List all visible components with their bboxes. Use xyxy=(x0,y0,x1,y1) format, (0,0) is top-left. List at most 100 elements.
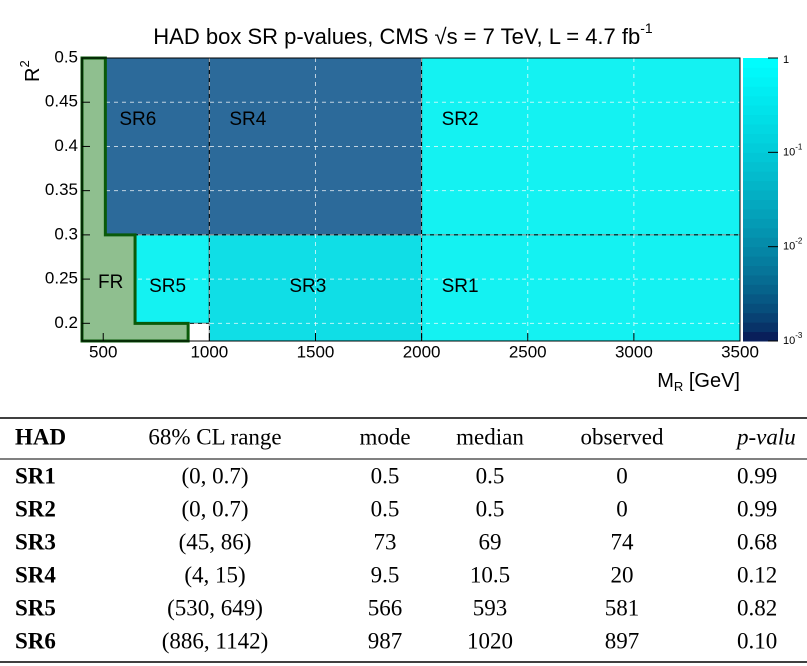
y-tick-label: 0.4 xyxy=(54,136,78,155)
colorbar-tick-label: 10-1 xyxy=(783,142,803,158)
colorbar-label: 10 xyxy=(783,241,795,253)
table-cell: 0.5 xyxy=(371,463,400,488)
colorbar-band xyxy=(743,95,778,106)
colorbar-label: 10 xyxy=(783,146,795,158)
y-tick-label: 0.5 xyxy=(54,47,78,66)
y-tick-label: 0.3 xyxy=(54,224,78,243)
y-tick-label: 0.45 xyxy=(45,92,78,111)
table-cell: (0, 0.7) xyxy=(181,463,248,488)
colorbar-band xyxy=(743,218,778,229)
colorbar-label: 10 xyxy=(783,335,795,347)
y-tick-label: 0.35 xyxy=(45,180,78,199)
colorbar-band xyxy=(743,152,778,163)
colorbar-band xyxy=(743,114,778,125)
region-label: SR5 xyxy=(149,276,186,297)
colorbar-band xyxy=(743,293,778,304)
table-cell: 0.68 xyxy=(737,529,777,554)
table-cell: 0.82 xyxy=(737,595,777,620)
plot-frame xyxy=(81,57,741,342)
x-tick-label: 500 xyxy=(89,342,117,361)
colorbar-label: 1 xyxy=(783,54,789,66)
colorbar-band xyxy=(743,67,778,78)
colorbar-band xyxy=(743,180,778,191)
colorbar-band xyxy=(743,105,778,116)
colorbar-label-sup: -1 xyxy=(795,142,803,151)
table-cell: 581 xyxy=(605,595,640,620)
table-header: mode xyxy=(359,424,410,449)
colorbar-band xyxy=(743,190,778,200)
y-tick-label: 0.2 xyxy=(54,313,78,332)
colorbar-band xyxy=(743,227,778,238)
table-cell: 0.5 xyxy=(476,496,505,521)
colorbar-band xyxy=(743,237,778,248)
x-label-main: M xyxy=(657,370,674,392)
table-cell: 0.5 xyxy=(476,463,505,488)
table-cell: 20 xyxy=(611,562,634,587)
table-cell: 0 xyxy=(616,496,628,521)
table-cell: SR2 xyxy=(15,496,56,521)
table-cell: (45, 86) xyxy=(179,529,252,554)
table-cell: 0.99 xyxy=(737,463,777,488)
colorbar-band xyxy=(743,76,778,87)
colorbar-band xyxy=(743,274,778,285)
chart-title: HAD box SR p-values, CMS √s = 7 TeV, L =… xyxy=(153,20,653,49)
x-label-rest: [GeV] xyxy=(683,370,740,392)
table-cell: 0.10 xyxy=(737,628,777,653)
colorbar-band xyxy=(743,161,778,172)
table-cell: (886, 1142) xyxy=(162,628,268,653)
table-header: observed xyxy=(580,424,664,449)
colorbar-band xyxy=(743,86,778,97)
table-cell: 593 xyxy=(473,595,508,620)
table-header: median xyxy=(456,424,524,449)
y-axis-label: R2 xyxy=(17,60,44,82)
region-label: SR3 xyxy=(289,276,326,297)
x-tick-label: 1000 xyxy=(190,342,228,361)
colorbar-tick-label: 10-2 xyxy=(783,237,803,253)
colorbar-band xyxy=(743,208,778,219)
table-cell: (0, 0.7) xyxy=(181,496,248,521)
x-label-sub: R xyxy=(674,379,683,394)
table-header: HAD xyxy=(15,424,66,449)
x-axis-label: MR [GeV] xyxy=(657,370,740,394)
table-cell: 897 xyxy=(605,628,640,653)
table-cell: SR3 xyxy=(15,529,56,554)
x-tick-label: 1500 xyxy=(297,342,335,361)
table-cell: 1020 xyxy=(467,628,513,653)
title-sup: -1 xyxy=(640,20,653,36)
colorbar-band xyxy=(743,124,778,134)
x-tick-label: 2000 xyxy=(403,342,441,361)
colorbar-band xyxy=(743,312,778,323)
colorbar-tick-label: 1 xyxy=(783,54,789,66)
region-label: FR xyxy=(98,272,123,293)
table-cell: SR4 xyxy=(15,562,56,587)
x-tick-label: 2500 xyxy=(509,342,547,361)
x-tick-label: 3000 xyxy=(615,342,653,361)
y-tick-label: 0.25 xyxy=(45,269,78,288)
region-label: SR4 xyxy=(229,109,266,130)
colorbar-band xyxy=(743,331,778,342)
table-cell: 0.12 xyxy=(737,562,777,587)
table-cell: SR1 xyxy=(15,463,56,488)
colorbar-band xyxy=(743,58,778,68)
y-label-sup: 2 xyxy=(17,60,32,67)
colorbar-band xyxy=(743,133,778,144)
region-label: SR6 xyxy=(119,109,156,130)
table-cell: 0.99 xyxy=(737,496,777,521)
table-header: p-valu xyxy=(735,424,796,449)
colorbar-band xyxy=(743,256,778,267)
table-cell: SR6 xyxy=(15,628,56,653)
region-label: SR2 xyxy=(442,109,479,130)
table-cell: 73 xyxy=(374,529,397,554)
colorbar-band xyxy=(743,246,778,257)
colorbar-band xyxy=(743,284,778,295)
colorbar-band xyxy=(743,142,778,153)
table-cell: 566 xyxy=(368,595,403,620)
colorbar-band xyxy=(743,265,778,276)
region-label: SR1 xyxy=(442,276,479,297)
table-cell: 69 xyxy=(479,529,502,554)
table-cell: 10.5 xyxy=(470,562,510,587)
table-cell: (4, 15) xyxy=(184,562,245,587)
colorbar-tick-label: 10-3 xyxy=(783,331,803,347)
